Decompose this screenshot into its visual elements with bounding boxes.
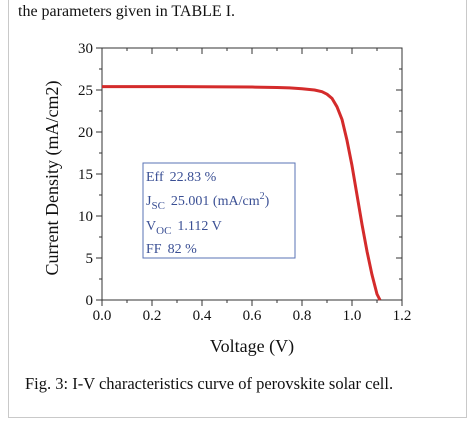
legend-jsc-value: 25.001 (mA/cm bbox=[171, 194, 260, 209]
iv-chart: 0.0 0.2 0.4 0.6 0.8 1.0 1.2 0 5 10 15 20 25 30 Volta… bbox=[42, 41, 412, 357]
x-ticks bbox=[101, 48, 403, 306]
x-tick-label: 1.2 bbox=[393, 308, 412, 324]
y-tick-labels: 0 5 10 15 20 25 30 bbox=[78, 41, 93, 309]
legend-eff-label: Eff bbox=[146, 170, 164, 185]
y-tick-label: 20 bbox=[78, 125, 93, 141]
y-tick-label: 5 bbox=[86, 251, 94, 267]
x-axis-label: Voltage (V) bbox=[210, 336, 294, 357]
legend-eff-value: 22.83 % bbox=[170, 170, 217, 185]
legend-border bbox=[142, 162, 296, 259]
x-tick-label: 0.4 bbox=[193, 308, 212, 324]
x-tick-label: 0.8 bbox=[293, 308, 312, 324]
legend-jsc-label: J bbox=[146, 194, 152, 209]
y-tick-label: 25 bbox=[78, 83, 93, 99]
legend-voc-label: V bbox=[146, 219, 156, 234]
legend-ff-label: FF bbox=[146, 242, 162, 257]
y-tick-label: 30 bbox=[78, 41, 93, 57]
series-line-iv bbox=[102, 85, 382, 301]
x-tick-labels: 0.0 0.2 0.4 0.6 0.8 1.0 1.2 bbox=[93, 308, 412, 324]
y-ticks bbox=[96, 47, 402, 301]
legend-jsc: JSC 25.001 (mA/cm2) bbox=[146, 191, 270, 212]
legend-box: Eff 22.83 % JSC 25.001 (mA/cm2) VOC 1.112 V… bbox=[142, 162, 296, 259]
legend-jsc-sub: SC bbox=[151, 200, 164, 212]
x-tick-label: 1.0 bbox=[343, 308, 362, 324]
legend-jsc-sup: 2 bbox=[260, 191, 265, 202]
y-tick-label: 15 bbox=[78, 167, 93, 183]
legend-ff-value: 82 % bbox=[168, 242, 198, 257]
legend-eff: Eff 22.83 % bbox=[146, 170, 217, 185]
legend-voc-value: 1.112 V bbox=[177, 219, 221, 234]
figure-caption: Fig. 3: I-V characteristics curve of per… bbox=[25, 374, 394, 393]
x-tick-label: 0.2 bbox=[143, 308, 162, 324]
top-text: the parameters given in TABLE I. bbox=[18, 3, 236, 20]
x-tick-label: 0.0 bbox=[93, 308, 112, 324]
legend-jsc-close: ) bbox=[265, 194, 270, 209]
legend-ff: FF 82 % bbox=[146, 242, 197, 257]
legend-voc: VOC 1.112 V bbox=[146, 219, 222, 237]
x-tick-label: 0.6 bbox=[243, 308, 262, 324]
y-axis-label: Current Density (mA/cm2) bbox=[42, 81, 63, 276]
y-tick-label: 10 bbox=[78, 209, 93, 225]
legend-voc-sub: OC bbox=[156, 225, 171, 237]
y-tick-label: 0 bbox=[86, 293, 94, 309]
